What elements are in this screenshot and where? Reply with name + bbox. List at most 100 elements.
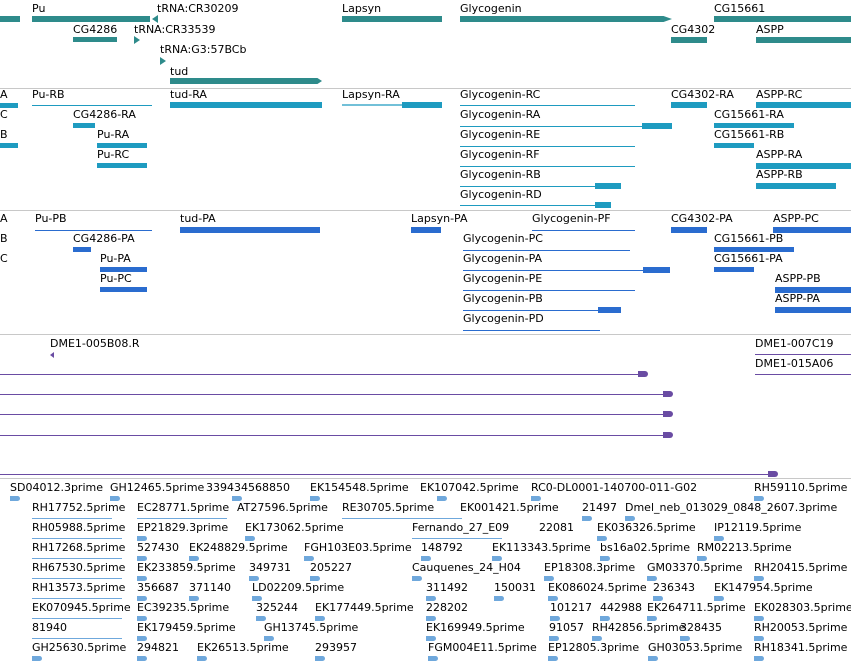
- est-label[interactable]: EK154548.5prime: [310, 481, 409, 494]
- est-mark[interactable]: [304, 556, 314, 561]
- rna-line-glycogenin-rc[interactable]: [460, 105, 635, 106]
- est-label[interactable]: 527430: [137, 541, 179, 554]
- est-mark[interactable]: [110, 496, 120, 501]
- rna-line-glycogenin-rd[interactable]: [460, 205, 610, 206]
- est-label[interactable]: RH17752.5prime: [32, 501, 126, 514]
- est-label[interactable]: RC0-DL0001-140700-011-G02: [531, 481, 698, 494]
- rna-label-c[interactable]: C: [0, 108, 8, 121]
- gene-label-pu[interactable]: Pu: [32, 2, 46, 15]
- protein-bar-lapsyn-pa[interactable]: [411, 227, 441, 233]
- est-mark[interactable]: [137, 636, 147, 641]
- protein-bar-cg15661-pa[interactable]: [714, 267, 754, 272]
- est-mark[interactable]: [310, 496, 320, 501]
- gene-label-tud[interactable]: tud: [170, 65, 189, 78]
- est-mark[interactable]: [531, 496, 541, 501]
- est-label[interactable]: RH67530.5prime: [32, 561, 126, 574]
- est-mark[interactable]: [653, 596, 663, 601]
- rna-label-cg15661-ra[interactable]: CG15661-RA: [714, 108, 784, 121]
- est-mark[interactable]: [232, 496, 242, 501]
- est-label[interactable]: 91057: [549, 621, 584, 634]
- protein-label-cg4302-pa[interactable]: CG4302-PA: [671, 212, 733, 225]
- est-label[interactable]: RH20415.5prime: [754, 561, 848, 574]
- rna-line-glycogenin-rb[interactable]: [460, 186, 620, 187]
- protein-label-cg15661-pa[interactable]: CG15661-PA: [714, 252, 783, 265]
- est-mark[interactable]: [492, 556, 502, 561]
- rna-label-aspp-rb[interactable]: ASPP-RB: [756, 168, 803, 181]
- est-label[interactable]: 236343: [653, 581, 695, 594]
- protein-bar-aspp-pc[interactable]: [773, 227, 851, 233]
- est-label[interactable]: EK147954.5prime: [714, 581, 813, 594]
- est-mark[interactable]: [600, 556, 610, 561]
- protein-label-pu-pa[interactable]: Pu-PA: [100, 252, 131, 265]
- protein-label-aspp-pb[interactable]: ASPP-PB: [775, 272, 821, 285]
- protein-bar-tud-pa[interactable]: [180, 227, 320, 233]
- gene-label-trna-cr30209[interactable]: tRNA:CR30209: [157, 2, 239, 15]
- est-line[interactable]: [32, 638, 122, 639]
- est-label[interactable]: RE30705.5prime: [342, 501, 435, 514]
- rna-label-glycogenin-ra[interactable]: Glycogenin-RA: [460, 108, 541, 121]
- protein-label-b[interactable]: B: [0, 232, 8, 245]
- rna-bar-lapsyn-ra[interactable]: [342, 102, 442, 108]
- rna-label-lapsyn-ra[interactable]: Lapsyn-RA: [342, 88, 400, 101]
- est-label[interactable]: EK001421.5prime: [460, 501, 559, 514]
- est-label[interactable]: EK086024.5prime: [548, 581, 647, 594]
- est-label[interactable]: EK248829.5prime: [189, 541, 288, 554]
- est-label[interactable]: RH13573.5prime: [32, 581, 126, 594]
- rna-bar-glycogenin-rd[interactable]: [595, 202, 611, 208]
- est-label[interactable]: 101217: [550, 601, 592, 614]
- est-mark[interactable]: [648, 656, 658, 661]
- est-label[interactable]: 22081: [539, 521, 574, 534]
- rna-label-pu-rc[interactable]: Pu-RC: [97, 148, 130, 161]
- est-line[interactable]: [32, 578, 122, 579]
- est-mark[interactable]: [137, 596, 147, 601]
- rna-bar-pu-ra[interactable]: [97, 143, 147, 148]
- protein-label-tud-pa[interactable]: tud-PA: [180, 212, 216, 225]
- est-mark[interactable]: [137, 576, 147, 581]
- est-label[interactable]: GH25630.5prime: [32, 641, 127, 654]
- est-label[interactable]: Fernando_27_E09: [412, 521, 510, 534]
- gene-bar-aspp[interactable]: [756, 37, 851, 43]
- protein-bar-glycogenin-pa[interactable]: [643, 267, 670, 273]
- est-label[interactable]: RM02213.5prime: [697, 541, 792, 554]
- est-mark[interactable]: [754, 576, 764, 581]
- est-label[interactable]: 150031: [494, 581, 536, 594]
- clone-line-4[interactable]: [0, 435, 665, 436]
- est-mark[interactable]: [310, 576, 320, 581]
- protein-line-glycogenin-pc[interactable]: [463, 250, 630, 251]
- est-label[interactable]: EK264711.5prime: [647, 601, 746, 614]
- rna-label-cg15661-rb[interactable]: CG15661-RB: [714, 128, 785, 141]
- est-label[interactable]: RH18341.5prime: [754, 641, 848, 654]
- est-label[interactable]: EC28771.5prime: [137, 501, 230, 514]
- est-label[interactable]: RH59110.5prime: [754, 481, 848, 494]
- est-mark[interactable]: [426, 596, 436, 601]
- est-line[interactable]: [412, 538, 502, 539]
- rna-line-glycogenin-rf[interactable]: [460, 166, 635, 167]
- est-mark[interactable]: [197, 656, 207, 661]
- est-line[interactable]: [32, 598, 122, 599]
- est-mark[interactable]: [592, 636, 602, 641]
- gene-label-cg4302[interactable]: CG4302: [671, 23, 716, 36]
- gene-label-aspp[interactable]: ASPP: [756, 23, 784, 36]
- clone-line-dme1-007c19[interactable]: [755, 354, 851, 355]
- protein-bar-cg4302-pa[interactable]: [671, 227, 707, 233]
- est-mark[interactable]: [544, 576, 554, 581]
- est-label[interactable]: 325244: [256, 601, 298, 614]
- est-mark[interactable]: [256, 616, 266, 621]
- est-line[interactable]: [342, 518, 462, 519]
- est-label[interactable]: EK169949.5prime: [426, 621, 525, 634]
- protein-label-a[interactable]: A: [0, 212, 8, 225]
- est-label[interactable]: 356687: [137, 581, 179, 594]
- est-label[interactable]: GH03053.5prime: [648, 641, 743, 654]
- protein-label-glycogenin-pa[interactable]: Glycogenin-PA: [463, 252, 543, 265]
- protein-label-lapsyn-pa[interactable]: Lapsyn-PA: [411, 212, 468, 225]
- est-mark[interactable]: [137, 656, 147, 661]
- rna-bar-glycogenin-rb[interactable]: [595, 183, 621, 189]
- est-label[interactable]: GH12465.5prime: [110, 481, 205, 494]
- est-label[interactable]: EC39235.5prime: [137, 601, 230, 614]
- est-label[interactable]: 205227: [310, 561, 352, 574]
- gene-label-trna-cr33539[interactable]: tRNA:CR33539: [134, 23, 216, 36]
- protein-bar-aspp-pb[interactable]: [775, 287, 851, 293]
- est-label[interactable]: 339434568850: [206, 481, 290, 494]
- protein-label-glycogenin-pe[interactable]: Glycogenin-PE: [463, 272, 543, 285]
- rna-line-glycogenin-re[interactable]: [460, 146, 635, 147]
